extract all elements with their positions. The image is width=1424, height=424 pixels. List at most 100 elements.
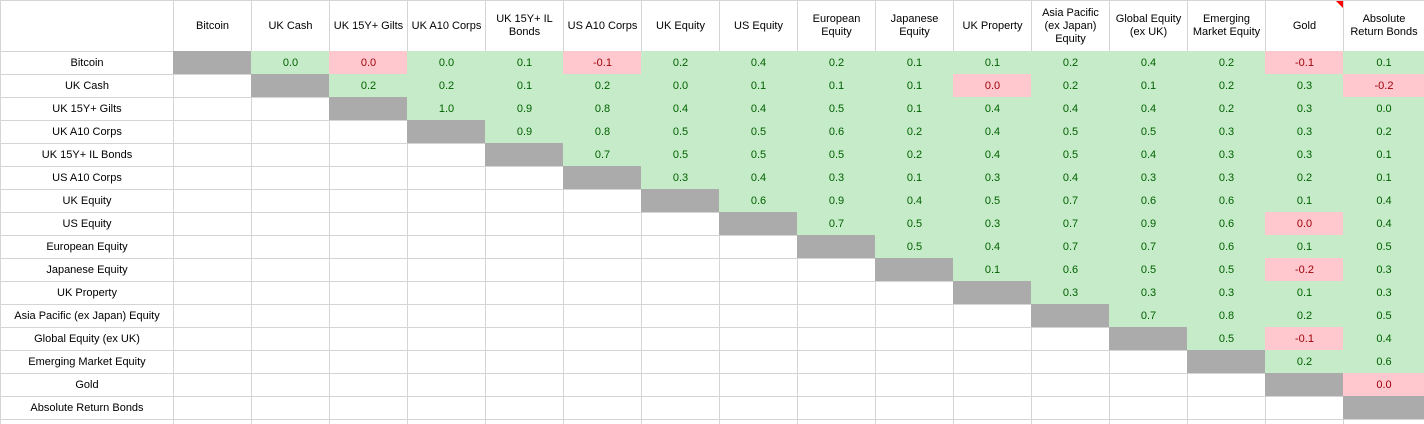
empty-cell[interactable] [1109, 396, 1187, 419]
empty-cell[interactable] [173, 396, 251, 419]
row-label[interactable]: UK Equity [0, 189, 173, 212]
empty-cell[interactable] [1187, 419, 1265, 424]
empty-cell[interactable] [563, 235, 641, 258]
empty-cell[interactable] [797, 327, 875, 350]
matrix-cell[interactable]: 0.0 [1343, 373, 1424, 396]
matrix-cell[interactable]: 0.5 [1031, 120, 1109, 143]
matrix-cell[interactable]: 0.1 [1343, 166, 1424, 189]
empty-cell[interactable] [173, 235, 251, 258]
empty-cell[interactable] [407, 143, 485, 166]
empty-cell[interactable] [485, 373, 563, 396]
empty-cell[interactable] [1031, 327, 1109, 350]
matrix-cell[interactable]: 0.1 [1265, 281, 1343, 304]
empty-cell[interactable] [641, 327, 719, 350]
matrix-cell[interactable]: 0.2 [1265, 350, 1343, 373]
empty-cell[interactable] [1109, 373, 1187, 396]
empty-cell[interactable] [719, 258, 797, 281]
matrix-cell[interactable]: 0.3 [1343, 258, 1424, 281]
matrix-cell[interactable]: 0.0 [1343, 97, 1424, 120]
matrix-cell[interactable]: 0.5 [641, 120, 719, 143]
diagonal-cell[interactable] [953, 281, 1031, 304]
matrix-cell[interactable]: 0.6 [1031, 258, 1109, 281]
matrix-cell[interactable]: -0.1 [563, 51, 641, 74]
empty-cell[interactable] [1187, 373, 1265, 396]
empty-cell[interactable] [719, 327, 797, 350]
empty-cell[interactable] [641, 258, 719, 281]
empty-cell[interactable] [251, 235, 329, 258]
diagonal-cell[interactable] [329, 97, 407, 120]
empty-cell[interactable] [329, 350, 407, 373]
empty-cell[interactable] [875, 304, 953, 327]
empty-cell[interactable] [407, 327, 485, 350]
matrix-cell[interactable]: 0.6 [719, 189, 797, 212]
empty-cell[interactable] [875, 350, 953, 373]
matrix-cell[interactable]: 0.3 [1187, 143, 1265, 166]
empty-cell[interactable] [563, 396, 641, 419]
empty-cell[interactable] [563, 373, 641, 396]
matrix-cell[interactable]: 0.9 [1109, 212, 1187, 235]
row-label[interactable]: Japanese Equity [0, 258, 173, 281]
matrix-cell[interactable]: 0.1 [797, 74, 875, 97]
matrix-cell[interactable]: 0.1 [875, 97, 953, 120]
matrix-cell[interactable]: 0.6 [1187, 212, 1265, 235]
matrix-cell[interactable]: 0.0 [641, 74, 719, 97]
matrix-cell[interactable]: 0.5 [1109, 120, 1187, 143]
empty-cell[interactable] [953, 350, 1031, 373]
empty-cell[interactable] [719, 281, 797, 304]
matrix-cell[interactable]: -0.2 [1343, 74, 1424, 97]
empty-cell[interactable] [329, 143, 407, 166]
matrix-cell[interactable]: 0.0 [251, 51, 329, 74]
empty-cell[interactable] [485, 304, 563, 327]
matrix-cell[interactable]: -0.2 [1265, 258, 1343, 281]
matrix-cell[interactable]: 0.3 [1109, 281, 1187, 304]
matrix-cell[interactable]: 0.3 [1265, 120, 1343, 143]
empty-cell[interactable] [251, 143, 329, 166]
empty-cell[interactable] [1343, 419, 1424, 424]
empty-cell[interactable] [1031, 350, 1109, 373]
empty-cell[interactable] [173, 120, 251, 143]
matrix-cell[interactable]: 0.2 [875, 143, 953, 166]
empty-cell[interactable] [173, 373, 251, 396]
matrix-cell[interactable]: 0.1 [485, 74, 563, 97]
diagonal-cell[interactable] [797, 235, 875, 258]
matrix-cell[interactable]: 0.5 [875, 212, 953, 235]
empty-cell[interactable] [407, 189, 485, 212]
matrix-cell[interactable]: 0.8 [563, 97, 641, 120]
empty-cell[interactable] [251, 281, 329, 304]
diagonal-cell[interactable] [875, 258, 953, 281]
matrix-cell[interactable]: 0.0 [329, 51, 407, 74]
empty-cell[interactable] [641, 235, 719, 258]
matrix-cell[interactable]: 0.1 [485, 51, 563, 74]
matrix-cell[interactable]: 0.7 [1031, 212, 1109, 235]
empty-cell[interactable] [173, 419, 251, 424]
empty-cell[interactable] [485, 327, 563, 350]
empty-cell[interactable] [329, 212, 407, 235]
matrix-cell[interactable]: 0.1 [1343, 51, 1424, 74]
empty-cell[interactable] [251, 258, 329, 281]
empty-cell[interactable] [1031, 373, 1109, 396]
matrix-cell[interactable]: 0.3 [641, 166, 719, 189]
column-header[interactable]: Bitcoin [173, 0, 251, 51]
empty-cell[interactable] [329, 235, 407, 258]
matrix-cell[interactable]: 0.4 [1109, 143, 1187, 166]
empty-cell[interactable] [251, 97, 329, 120]
row-label[interactable]: Emerging Market Equity [0, 350, 173, 373]
empty-cell[interactable] [797, 396, 875, 419]
empty-cell[interactable] [563, 281, 641, 304]
matrix-cell[interactable]: 0.5 [719, 120, 797, 143]
empty-cell[interactable] [641, 373, 719, 396]
empty-cell[interactable] [719, 350, 797, 373]
empty-cell[interactable] [563, 327, 641, 350]
matrix-cell[interactable]: 0.2 [641, 51, 719, 74]
empty-cell[interactable] [563, 212, 641, 235]
empty-cell[interactable] [563, 304, 641, 327]
matrix-cell[interactable]: 0.4 [1343, 189, 1424, 212]
matrix-cell[interactable]: 0.6 [1187, 235, 1265, 258]
matrix-cell[interactable]: 0.3 [1265, 143, 1343, 166]
empty-cell[interactable] [797, 304, 875, 327]
column-header[interactable]: Absolute Return Bonds [1343, 0, 1424, 51]
row-label[interactable]: Global Equity (ex UK) [0, 327, 173, 350]
empty-cell[interactable] [173, 350, 251, 373]
matrix-cell[interactable]: 0.2 [407, 74, 485, 97]
empty-cell[interactable] [719, 235, 797, 258]
